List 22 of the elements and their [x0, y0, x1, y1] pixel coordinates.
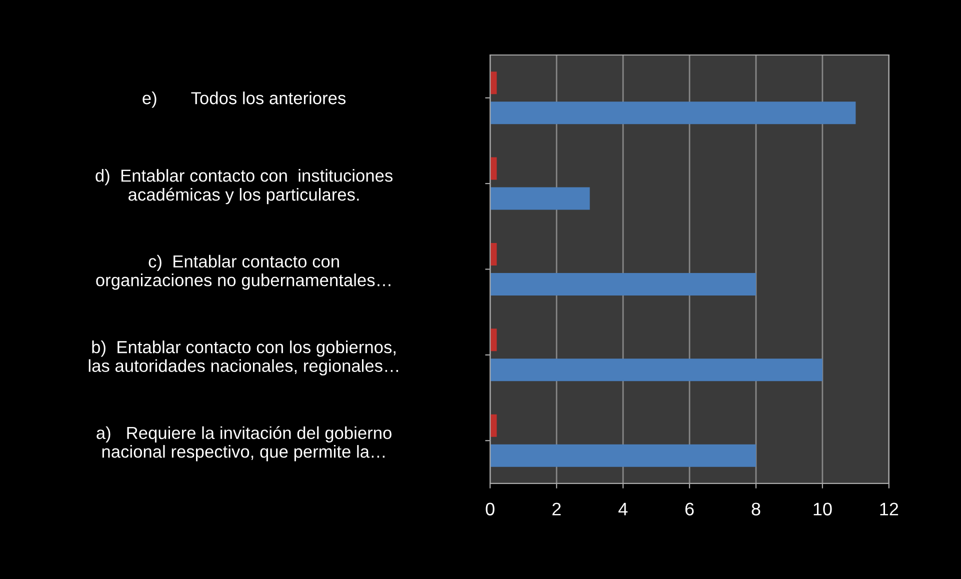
bar — [490, 242, 497, 266]
bar — [490, 414, 497, 437]
bar — [490, 187, 590, 210]
bar — [490, 328, 497, 352]
x-tick-label: 0 — [486, 502, 494, 516]
x-tick-label: 12 — [880, 502, 898, 516]
bar — [490, 157, 497, 180]
x-tick-label: 4 — [618, 502, 628, 516]
y-tick-label: d) Entablar contacto con instituciones académicas y los particulares. — [96, 169, 393, 204]
bar — [490, 272, 756, 296]
x-tick-label: 10 — [814, 502, 832, 516]
y-tick-label: c) Entablar contacto con organizaciones no gubernamentales… — [96, 254, 390, 290]
x-tick-label: 8 — [752, 502, 760, 516]
bar — [490, 72, 497, 94]
y-tick-label: e) Todos los anteriores — [142, 92, 346, 108]
x-tick-label: 2 — [552, 502, 561, 516]
y-tick-label: a) Requiere la invitación del gobierno nacional respectivo, que permite la… — [96, 426, 392, 462]
bar — [490, 358, 822, 382]
y-tick-label: b) Entablar contacto con los gobiernos, las autoridades nacionales, regionales… — [88, 340, 398, 376]
bar — [490, 102, 856, 124]
x-tick-label: 6 — [685, 502, 694, 516]
bar — [490, 444, 756, 467]
